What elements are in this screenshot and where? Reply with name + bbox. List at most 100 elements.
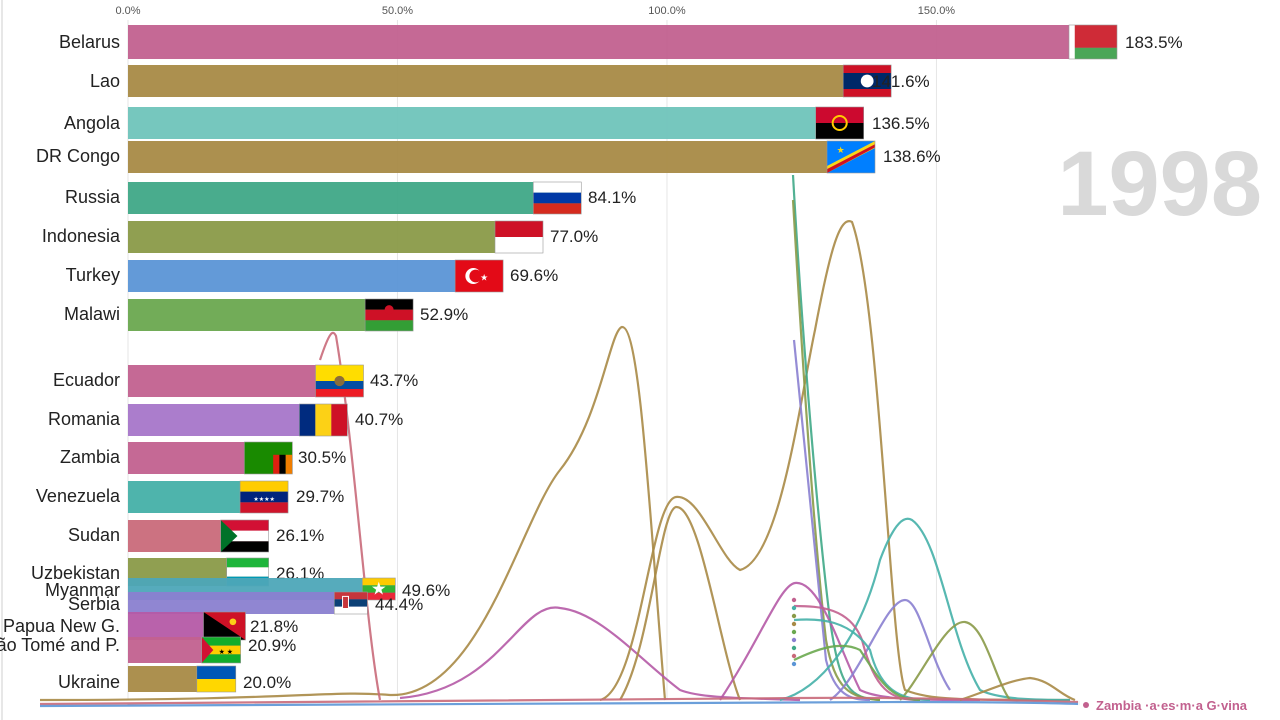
flag-part [201, 645, 241, 655]
category-label: Russia [65, 187, 121, 207]
flag-part: ★ [480, 272, 488, 282]
flag-border [494, 220, 544, 254]
flag-part [226, 558, 269, 568]
year-label: 1998 [1057, 133, 1262, 235]
bar-group: Indonesia 77.0% [42, 220, 598, 254]
flag-border [220, 519, 269, 553]
x-tick-label: 100.0% [648, 5, 686, 17]
x-axis-ticks: 0.0% 50.0% 100.0% 150.0% [115, 5, 955, 17]
flag-part: ★ [837, 145, 845, 155]
flag-part [229, 618, 237, 626]
density-curve [791, 199, 881, 702]
value-label: 20.0% [243, 673, 291, 692]
flag-border [201, 636, 241, 664]
flag-part [362, 578, 396, 586]
flag-part [315, 365, 364, 381]
flag-part [285, 454, 293, 474]
flag-border [842, 64, 892, 98]
flag-part [334, 606, 368, 614]
flag-part [279, 454, 286, 474]
category-label: Malawi [64, 304, 120, 324]
density-curve [39, 696, 1081, 706]
flag-part: ★ ★ [219, 648, 234, 656]
bar [128, 221, 544, 253]
flag-part [315, 389, 364, 397]
category-label: Serbia [68, 594, 121, 614]
flag-part [334, 375, 345, 387]
bar [128, 107, 864, 139]
category-label: Belarus [59, 32, 120, 52]
flag-part [533, 192, 582, 204]
flag-border [826, 140, 876, 174]
density-curve [793, 644, 921, 702]
category-label: Turkey [66, 265, 120, 285]
flag-border [244, 441, 293, 475]
flag-part [240, 491, 289, 503]
density-curve [793, 618, 931, 702]
category-label: Ecuador [53, 370, 120, 390]
value-label: 30.5% [298, 448, 346, 467]
value-label: 29.7% [296, 487, 344, 506]
curve-point [791, 621, 797, 627]
flag-part [240, 481, 289, 492]
x-tick-label: 0.0% [115, 5, 140, 17]
flag-part [365, 320, 414, 331]
category-label: Sudan [68, 525, 120, 545]
bar-group: Papua New G. 21.8% [3, 611, 298, 641]
bar-group: ★ ★ ão Tomé and P. 20.9% [0, 635, 296, 664]
bar-group: Zambia 30.5% [60, 441, 346, 475]
flag-part [1069, 47, 1117, 59]
bar-group: Lao 141.6% [90, 64, 930, 98]
value-label: 69.6% [510, 266, 558, 285]
density-curve [959, 676, 1076, 702]
bars: Belarus 183.5% Lao 141.6% Angola 136.5% ★ DR Co… [0, 24, 1183, 693]
value-label: 21.8% [250, 617, 298, 636]
density-curve [318, 331, 382, 701]
flag-part [365, 309, 414, 321]
bar-group: Ecuador 43.7% [53, 364, 418, 398]
flag-part [203, 612, 246, 640]
value-label: 183.5% [1125, 33, 1183, 52]
flag-part [220, 530, 269, 542]
bar-group: Russia 84.1% [65, 181, 636, 215]
legend: Zambia ·a·es·m·a G·vina [1078, 693, 1280, 720]
density-curves [39, 174, 1081, 708]
flag-part [273, 454, 280, 474]
flag-part [201, 637, 241, 646]
density-curve [599, 220, 1071, 702]
flag-border [364, 298, 414, 332]
category-label: Venezuela [36, 486, 121, 506]
curve-point [791, 629, 797, 635]
value-label: 44.4% [375, 595, 423, 614]
flag-border [334, 591, 368, 615]
category-label: ão Tomé and P. [0, 635, 120, 655]
value-label: 49.6% [402, 581, 450, 600]
curve-point [791, 645, 797, 651]
bar-group: Belarus 183.5% [59, 24, 1183, 60]
density-curve [39, 325, 667, 702]
flag-part [201, 654, 241, 663]
flag-part [226, 567, 269, 577]
flag-border [362, 577, 396, 601]
category-label: Uzbekistan [31, 563, 120, 583]
flag-part [299, 404, 316, 436]
bar [128, 25, 1117, 59]
density-curve [39, 700, 1081, 708]
flag-border [315, 364, 364, 398]
density-curve [619, 505, 742, 701]
flag-part [827, 144, 876, 173]
flag-part [495, 237, 544, 253]
density-curve [399, 606, 801, 702]
value-label: 141.6% [872, 72, 930, 91]
category-label: Indonesia [42, 226, 121, 246]
flag-part [365, 299, 414, 310]
value-label: 26.1% [276, 526, 324, 545]
bar-group: ★★★★ Venezuela 29.7% [36, 480, 344, 514]
bar-group: Romania 40.7% [48, 403, 403, 437]
flag-part [860, 74, 874, 88]
legend-box [1078, 693, 1280, 720]
bar-group: ★ Turkey 69.6% [66, 259, 558, 293]
flag-part [469, 269, 483, 283]
flag-part [362, 585, 396, 593]
